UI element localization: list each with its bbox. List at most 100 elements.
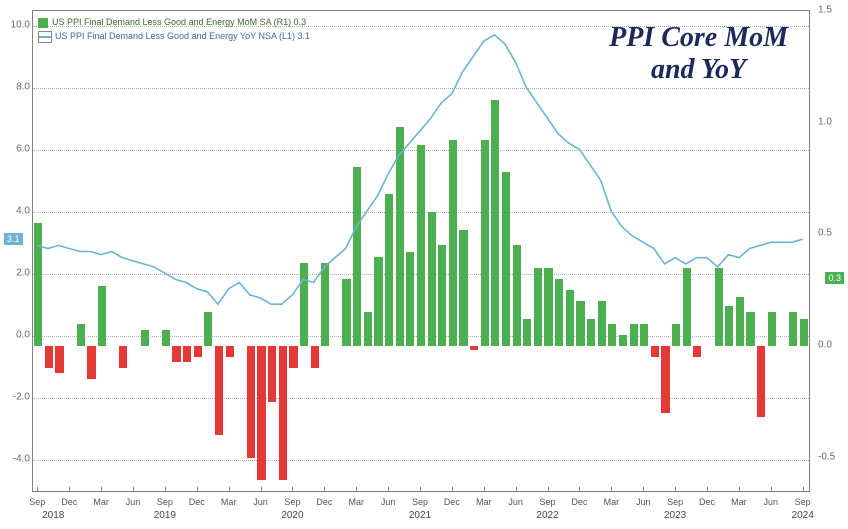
bar	[800, 319, 808, 346]
chart-container: -4.0-2.00.02.04.06.08.010.0 -0.50.00.51.…	[0, 0, 848, 529]
x-year-label: 2022	[536, 510, 558, 521]
x-month-label: Sep	[157, 497, 173, 507]
x-month-label: Jun	[126, 497, 141, 507]
x-month-label: Dec	[189, 497, 205, 507]
left-tick-label: -2.0	[4, 392, 30, 403]
bar	[481, 140, 489, 345]
x-month-label: Sep	[284, 497, 300, 507]
right-tick-label: -0.5	[818, 451, 844, 462]
x-month-label: Sep	[412, 497, 428, 507]
bar	[576, 301, 584, 346]
x-month-label: Dec	[571, 497, 587, 507]
left-tick-label: 10.0	[4, 20, 30, 31]
left-tick-label: 6.0	[4, 144, 30, 155]
bar	[428, 212, 436, 346]
x-month-label: Sep	[667, 497, 683, 507]
bar	[183, 346, 191, 362]
bar	[77, 324, 85, 346]
right-tick-label: 0.0	[818, 339, 844, 350]
bar	[768, 312, 776, 345]
right-tick-label: 1.5	[818, 5, 844, 16]
bar	[693, 346, 701, 357]
bar	[162, 330, 170, 346]
bar	[746, 312, 754, 345]
bar	[470, 346, 478, 350]
bar	[289, 346, 297, 368]
bar	[342, 279, 350, 346]
legend-swatch-bar	[38, 18, 48, 28]
x-month-label: Mar	[93, 497, 109, 507]
x-month-label: Dec	[699, 497, 715, 507]
bar	[640, 324, 648, 346]
x-month-label: Sep	[795, 497, 811, 507]
x-month-label: Dec	[61, 497, 77, 507]
bar	[311, 346, 319, 368]
left-value-marker: 3.1	[4, 233, 23, 245]
x-month-label: Jun	[764, 497, 779, 507]
bar	[300, 263, 308, 346]
bar	[789, 312, 797, 345]
x-year-label: 2024	[792, 510, 814, 521]
bar	[119, 346, 127, 368]
x-month-label: Sep	[540, 497, 556, 507]
bar	[87, 346, 95, 379]
legend-label-yoy: US PPI Final Demand Less Good and Energy…	[55, 30, 310, 43]
bar	[321, 263, 329, 346]
legend-item-yoy: US PPI Final Demand Less Good and Energy…	[38, 30, 310, 43]
left-tick-label: 4.0	[4, 206, 30, 217]
bar	[630, 324, 638, 346]
legend-swatch-line	[38, 31, 52, 43]
x-year-label: 2018	[42, 510, 64, 521]
bar	[523, 319, 531, 346]
x-month-label: Jun	[508, 497, 523, 507]
x-month-label: Jun	[253, 497, 268, 507]
x-year-label: 2020	[281, 510, 303, 521]
bar	[757, 346, 765, 417]
bar	[725, 306, 733, 346]
legend: US PPI Final Demand Less Good and Energy…	[38, 16, 310, 44]
x-month-label: Mar	[348, 497, 364, 507]
bar	[172, 346, 180, 362]
bar	[268, 346, 276, 402]
x-month-label: Mar	[731, 497, 747, 507]
bar	[544, 268, 552, 346]
chart-title: PPI Core MoM and YoY	[609, 22, 788, 86]
bar	[257, 346, 265, 480]
bar	[353, 167, 361, 346]
x-year-label: 2021	[409, 510, 431, 521]
bar	[34, 223, 42, 346]
left-tick-label: 2.0	[4, 268, 30, 279]
bar	[396, 127, 404, 346]
x-month-label: Sep	[29, 497, 45, 507]
bar	[417, 145, 425, 346]
x-month-label: Mar	[604, 497, 620, 507]
x-month-label: Dec	[316, 497, 332, 507]
bar	[204, 312, 212, 345]
bar	[247, 346, 255, 458]
legend-label-mom: US PPI Final Demand Less Good and Energy…	[52, 16, 306, 29]
x-month-label: Mar	[476, 497, 492, 507]
bar	[98, 286, 106, 346]
bar	[491, 100, 499, 346]
bar	[459, 230, 467, 346]
x-month-label: Mar	[221, 497, 237, 507]
bar	[598, 301, 606, 346]
bar	[715, 268, 723, 346]
bar	[566, 290, 574, 346]
bar	[406, 252, 414, 346]
bar	[587, 319, 595, 346]
left-tick-label: -4.0	[4, 454, 30, 465]
bar	[555, 279, 563, 346]
legend-item-mom: US PPI Final Demand Less Good and Energy…	[38, 16, 310, 29]
bar	[661, 346, 669, 413]
x-year-label: 2023	[664, 510, 686, 521]
x-year-label: 2019	[154, 510, 176, 521]
x-month-label: Jun	[636, 497, 651, 507]
bar	[374, 257, 382, 346]
bar	[215, 346, 223, 435]
left-tick-label: 8.0	[4, 82, 30, 93]
bar	[45, 346, 53, 368]
right-value-marker: 0.3	[825, 272, 844, 284]
bar	[438, 245, 446, 345]
bar	[364, 312, 372, 345]
